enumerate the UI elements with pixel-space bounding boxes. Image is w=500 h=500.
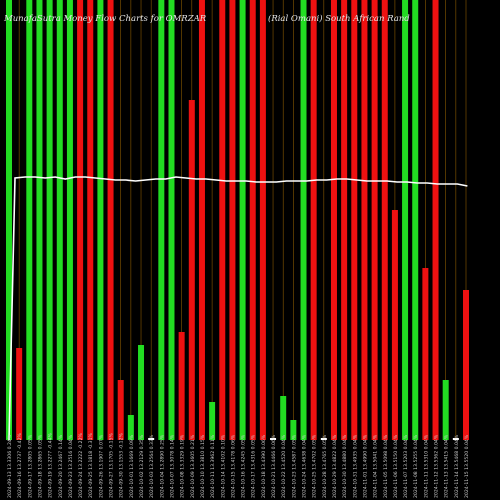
x-tick-label: 2024-10-30 13.4880 0.04% [342, 434, 348, 498]
x-tick-label: 2024-10-22 13.4520 0.04% [281, 434, 287, 498]
bar-down [87, 0, 94, 440]
x-tick-label: 2024-09-19 13.2277 -0.44% [48, 433, 54, 498]
x-tick-label: 2024-11-11 13.5310 0.04% [423, 434, 429, 498]
bar-down [219, 0, 226, 440]
x-tick-label: 2024-11-05 13.5098 0.04% [383, 434, 389, 498]
bar-neutral [270, 438, 277, 440]
bar-down [361, 0, 368, 440]
x-tick-label: 2024-10-23 13.4587 0.05% [291, 434, 297, 498]
x-tick-label: 2024-11-04 13.5041 0.04% [373, 434, 379, 498]
trend-line [8, 176, 468, 441]
chart-title-right: (Rial Omani) South African Rand [268, 13, 410, 24]
x-tick-label: 2024-11-14 13.5468 0.04% [454, 434, 460, 498]
x-tick-label: 2024-09-13 13.3306 0.24% [7, 434, 13, 498]
bar-down [259, 0, 266, 440]
bar-up [127, 415, 134, 440]
x-tick-label: 2024-11-13 13.5415 0.04% [444, 434, 450, 498]
bar-down [16, 348, 23, 440]
bar-down [249, 0, 256, 440]
x-tick-label: 2024-10-24 13.4638 0.04% [302, 434, 308, 498]
x-tick-label: 2024-10-04 13.2890 0.25% [159, 434, 165, 498]
bar-up [239, 0, 246, 440]
x-tick-label: 2024-10-25 13.4702 0.05% [312, 434, 318, 498]
bar-down [422, 268, 429, 440]
bar-down [463, 290, 469, 440]
x-tick-label: 2024-10-31 13.4935 0.04% [352, 434, 358, 498]
x-tick-label: 2024-10-29 13.4822 0.04% [332, 434, 338, 498]
x-tick-label: 2024-10-10 13.3810 0.15% [200, 434, 206, 498]
x-tick-label: 2024-10-08 13.3329 0.19% [180, 434, 186, 498]
bar-down [229, 0, 236, 440]
x-tick-label: 2024-10-01 13.1669 0.09% [129, 434, 135, 498]
bar-down [341, 0, 348, 440]
bar-up [26, 0, 33, 440]
x-tick-label: 2024-10-11 13.3962 0.11% [210, 434, 216, 498]
bar-up [402, 0, 409, 440]
x-tick-label: 2024-10-02 13.2129 0.35% [139, 434, 145, 498]
bar-up [36, 0, 43, 440]
x-tick-label: 2024-10-21 13.4466 0.06% [271, 434, 277, 498]
bar-series [6, 0, 469, 440]
x-tick-label: 2024-10-09 13.3605 0.21% [190, 434, 196, 498]
x-tick-label: 2024-11-06 13.5150 0.04% [393, 434, 399, 498]
bar-up [280, 396, 287, 440]
bar-down [107, 0, 114, 440]
bar-up [46, 0, 53, 440]
bar-up [97, 0, 104, 440]
bar-up [66, 0, 73, 440]
bar-up [56, 0, 63, 440]
bar-down [310, 0, 317, 440]
x-tick-label: 2024-09-25 13.1818 -0.31% [88, 433, 94, 498]
bar-down [432, 0, 439, 440]
x-tick-label: 2024-11-07 13.5203 0.04% [403, 434, 409, 498]
x-tick-label: 2024-09-24 13.2222 -0.22% [78, 433, 84, 498]
x-tick-label: 2024-09-20 13.2467 0.14% [58, 434, 64, 498]
bar-down [198, 0, 205, 440]
x-tick-label: 2024-10-14 13.4102 0.10% [220, 434, 226, 498]
x-tick-label: 2024-11-12 13.5362 0.04% [434, 434, 440, 498]
x-tick-label: 2024-10-18 13.4390 0.06% [261, 434, 267, 498]
x-tick-label: 2024-10-15 13.4178 0.06% [230, 434, 236, 498]
bar-up [290, 420, 297, 440]
x-tick-label: 2024-09-18 13.2865 0.05% [37, 434, 43, 498]
x-tick-label: 2024-11-15 13.5520 0.04% [464, 434, 470, 498]
bar-down [371, 0, 378, 440]
x-tick-label: 2024-11-01 13.4990 0.04% [362, 434, 368, 498]
x-tick-label: 2024-10-17 13.4316 0.05% [251, 434, 257, 498]
bar-down [381, 0, 388, 440]
x-tick-label: 2024-10-28 13.4765 0.05% [322, 434, 328, 498]
x-tick-label: 2024-10-03 13.2564 0.33% [149, 434, 155, 498]
bar-neutral [320, 438, 327, 440]
bar-down [330, 0, 337, 440]
x-tick-label: 2024-09-30 13.1553 -0.12% [119, 433, 125, 498]
x-tick-label: 2024-09-27 13.1705 -0.15% [109, 433, 115, 498]
bar-down [77, 0, 84, 440]
x-tick-label: 2024-10-16 13.4245 0.05% [241, 434, 247, 498]
bar-down [117, 380, 124, 440]
chart-title-left: MunafaSutra Money Flow Charts for OMRZAR [3, 14, 207, 24]
bar-down [188, 100, 195, 440]
x-tick-label: 2024-09-26 13.1907 0.07% [98, 434, 104, 498]
bar-up [300, 0, 307, 440]
x-tick-label: 2024-11-08 13.5255 0.04% [413, 434, 419, 498]
bar-down [351, 0, 358, 440]
x-tick-label: 2024-09-17 13.2805 0.05% [27, 434, 33, 498]
bar-down [391, 210, 398, 440]
bar-up [6, 0, 12, 440]
x-tick-label: 2024-09-16 13.2737 -0.42% [17, 433, 23, 498]
x-tick-label: 2024-09-23 13.2516 0.04% [68, 434, 74, 498]
bar-up [412, 0, 419, 440]
bar-up [138, 345, 145, 440]
bar-up [168, 0, 175, 440]
x-tick-label: 2024-10-07 13.3078 0.14% [169, 434, 175, 498]
bar-up [442, 380, 449, 440]
bar-neutral [452, 438, 459, 440]
x-axis-tick-labels: 2024-09-13 13.3306 0.24% 2024-09-16 13.27… [7, 433, 470, 498]
bar-down [178, 332, 185, 440]
bar-up [209, 402, 216, 440]
bar-neutral [148, 438, 155, 440]
bar-up [158, 0, 165, 440]
